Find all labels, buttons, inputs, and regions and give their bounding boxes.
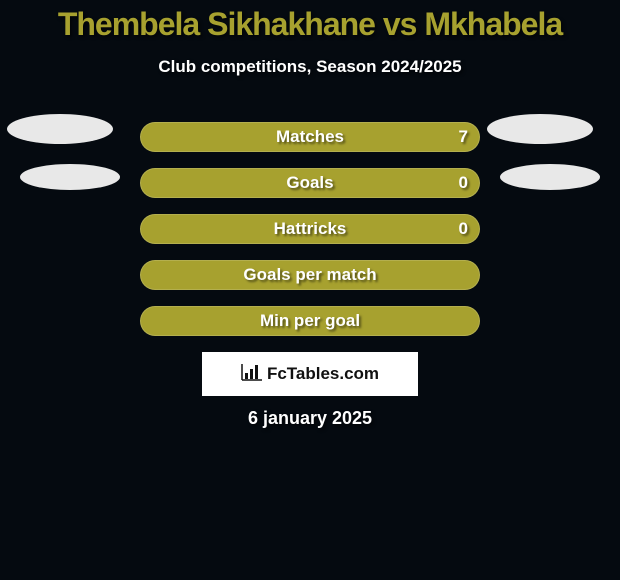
right-player-ellipse: [487, 114, 593, 144]
bar-chart-icon: [241, 363, 263, 386]
comparison-title: Thembela Sikhakhane vs Mkhabela: [0, 0, 620, 43]
stat-row: Goals0: [0, 168, 620, 214]
logo-text: FcTables.com: [267, 364, 379, 384]
snapshot-date: 6 january 2025: [0, 408, 620, 429]
stat-bar: [140, 122, 480, 152]
stat-bar: [140, 168, 480, 198]
comparison-subtitle: Club competitions, Season 2024/2025: [0, 57, 620, 77]
stat-bar: [140, 214, 480, 244]
logo-content: FcTables.com: [241, 363, 379, 386]
stat-row: Goals per match: [0, 260, 620, 306]
stat-row: Min per goal: [0, 306, 620, 352]
stat-bar: [140, 306, 480, 336]
stat-row: Matches7: [0, 122, 620, 168]
right-player-ellipse: [500, 164, 600, 190]
stat-row: Hattricks0: [0, 214, 620, 260]
left-player-ellipse: [7, 114, 113, 144]
site-logo: FcTables.com: [202, 352, 418, 396]
stats-container: Matches7Goals0Hattricks0Goals per matchM…: [0, 122, 620, 352]
stat-bar: [140, 260, 480, 290]
left-player-ellipse: [20, 164, 120, 190]
